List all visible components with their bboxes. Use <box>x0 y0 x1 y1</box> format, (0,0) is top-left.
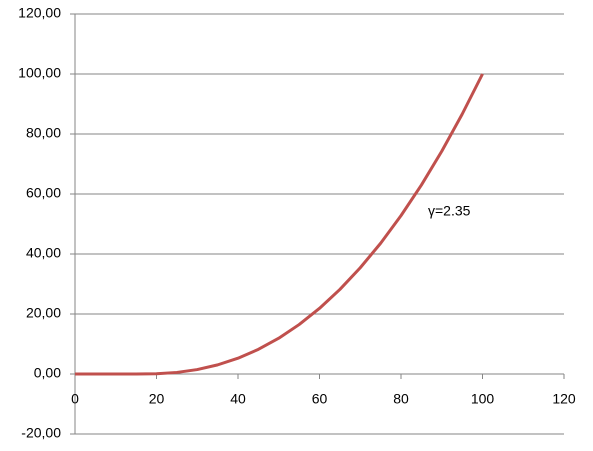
x-tick-label: 80 <box>393 391 409 407</box>
x-tick-label: 100 <box>471 391 495 407</box>
x-tick-label: 0 <box>71 391 79 407</box>
y-tick-label: 80,00 <box>26 125 61 141</box>
y-tick-label: 0,00 <box>34 365 61 381</box>
x-tick-label: 20 <box>149 391 165 407</box>
y-tick-label: 40,00 <box>26 245 61 261</box>
data-line <box>75 73 484 376</box>
x-tick-label: 40 <box>230 391 246 407</box>
y-tick-label: 20,00 <box>26 305 61 321</box>
y-tick-label: 100,00 <box>18 65 61 81</box>
y-tick-label: 60,00 <box>26 185 61 201</box>
x-tick-label: 120 <box>552 391 576 407</box>
annotation: γ=2.35 <box>428 203 471 219</box>
y-tick-label: -20,00 <box>21 425 61 441</box>
y-tick-label: 120,00 <box>18 5 61 21</box>
x-tick-label: 60 <box>312 391 328 407</box>
